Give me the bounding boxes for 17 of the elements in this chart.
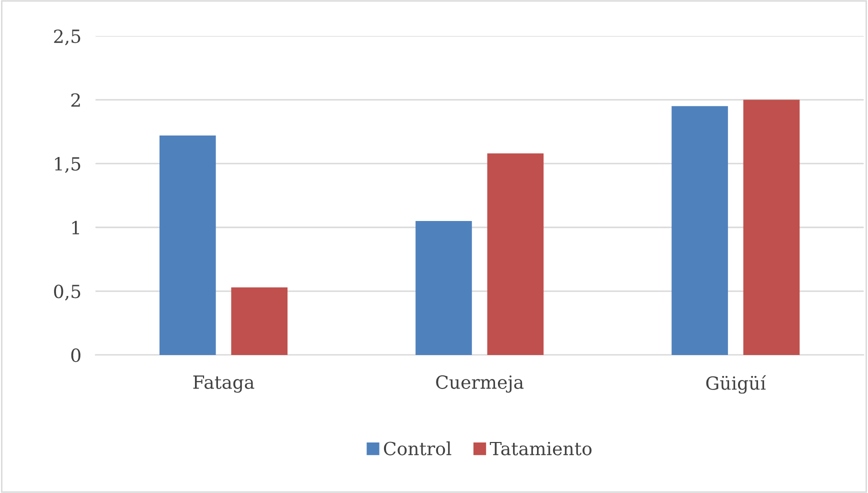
y-tick-label: 0,5 bbox=[54, 284, 80, 300]
x-tick-label: Cuermeja bbox=[436, 375, 524, 393]
y-tick-label: 1 bbox=[72, 220, 80, 234]
legend-label: Control bbox=[384, 441, 452, 456]
bar bbox=[231, 287, 288, 355]
bar bbox=[743, 100, 800, 355]
bar bbox=[159, 136, 216, 355]
bar bbox=[487, 153, 544, 355]
y-tick-label: 2 bbox=[71, 93, 80, 107]
bar bbox=[672, 106, 728, 355]
y-tick-label: 0 bbox=[71, 348, 80, 362]
bar bbox=[416, 220, 472, 355]
legend-label: Tatamiento bbox=[490, 442, 592, 456]
x-tick-label: Güigüí bbox=[706, 375, 766, 394]
y-tick-label: 2,5 bbox=[54, 29, 80, 46]
x-tick-label: Fataga bbox=[193, 376, 254, 393]
y-tick-label: 1,5 bbox=[55, 157, 80, 173]
